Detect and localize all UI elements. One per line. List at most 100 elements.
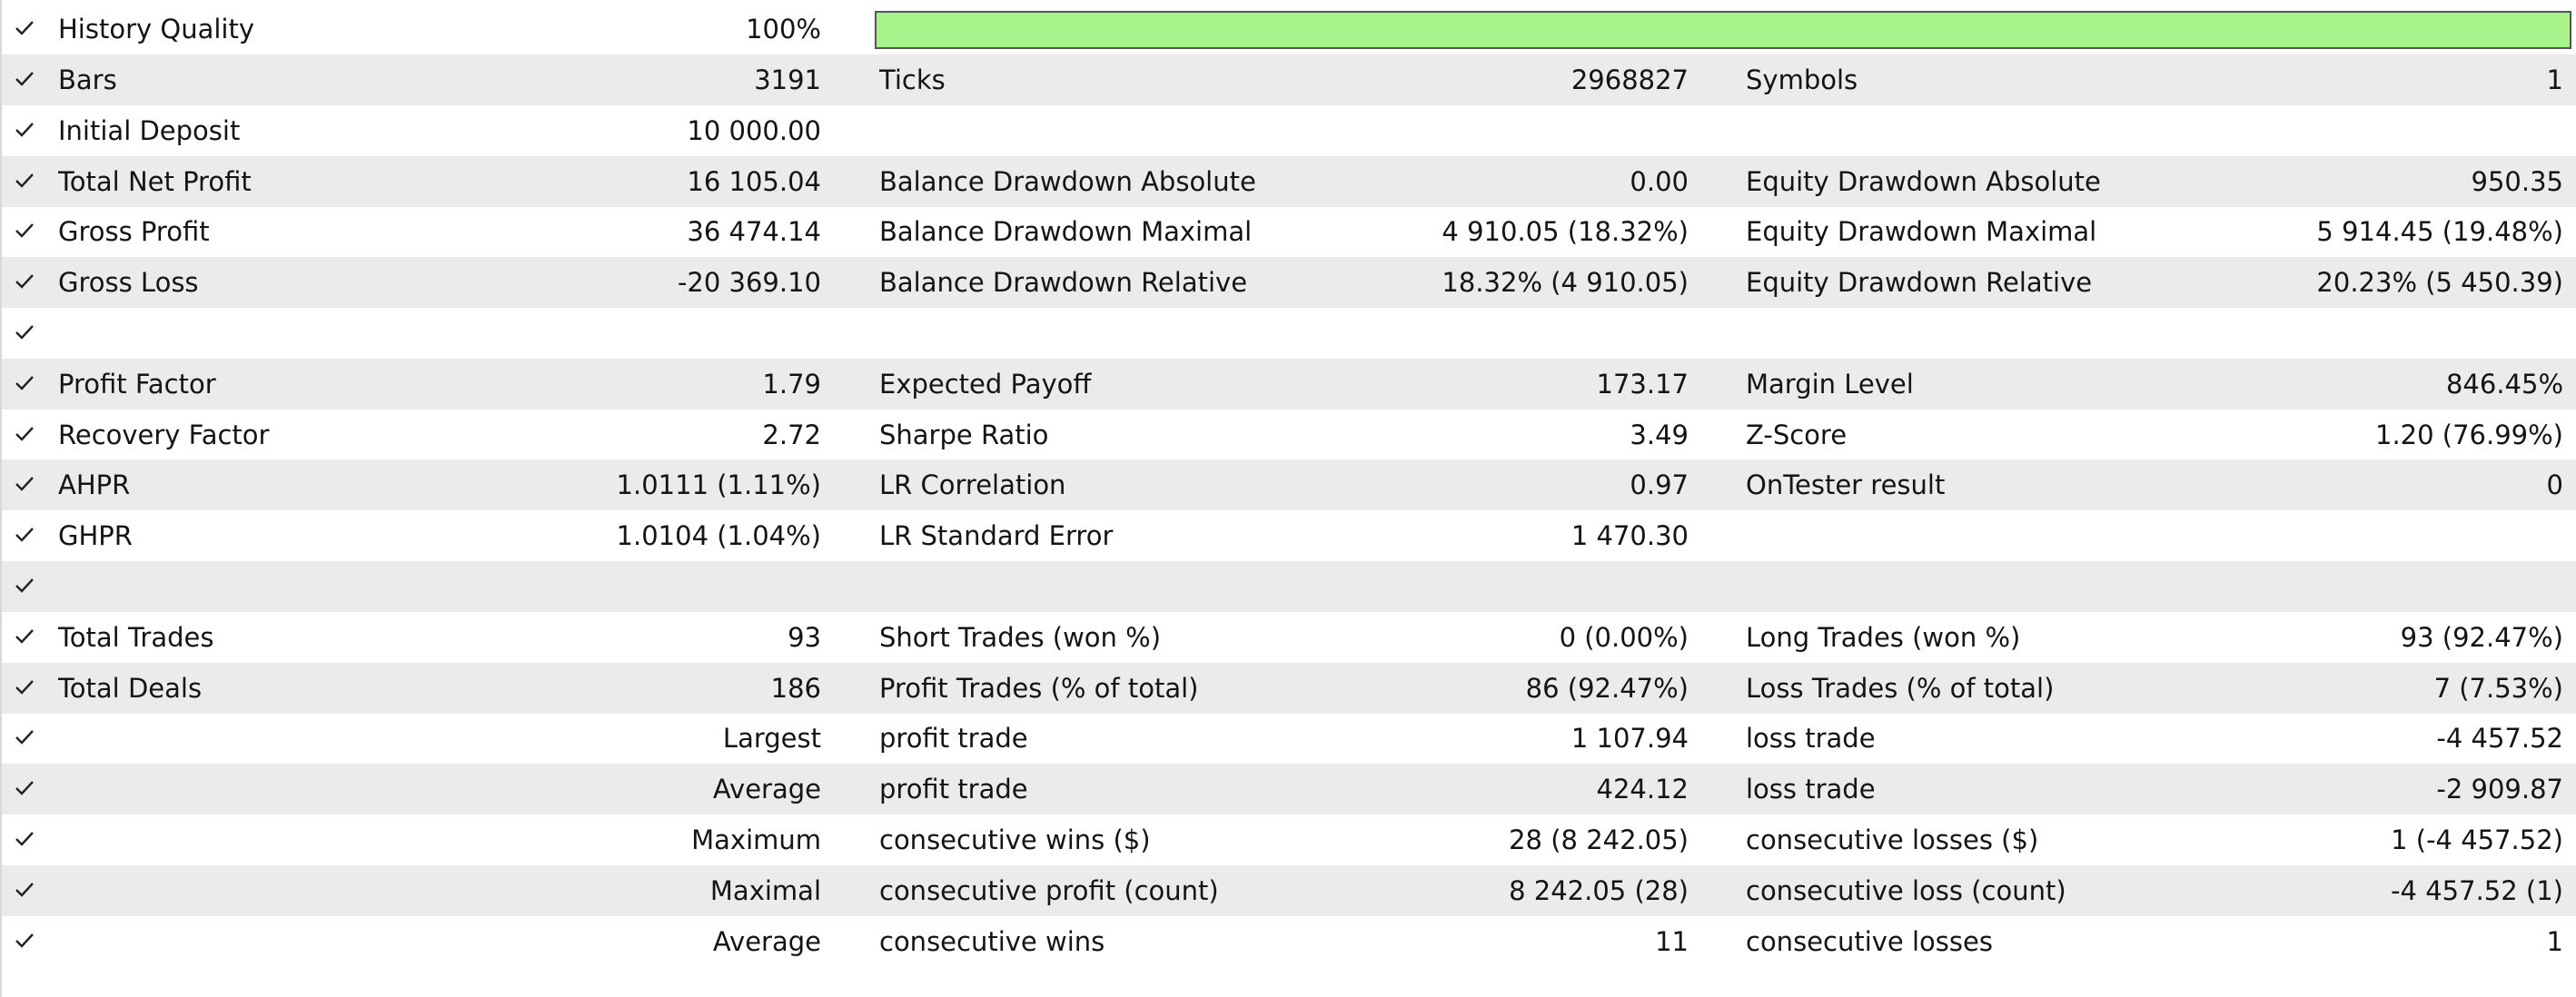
checkmark-icon[interactable] [15, 459, 47, 510]
label-col2: Sharpe Ratio [879, 419, 1049, 450]
value-col2: 28 (8 242.05) [1509, 824, 1689, 855]
checkmark-icon[interactable] [15, 510, 47, 561]
label-col2: profit trade [879, 774, 1028, 805]
label-col1: Total Trades [58, 621, 214, 653]
label-col2: Ticks [879, 64, 946, 95]
value-col3: 0 [2546, 469, 2563, 501]
report-row: GHPR 1.0104 (1.04%) LR Standard Error 1 470… [2, 510, 2576, 561]
label-col1: Gross Loss [58, 267, 199, 299]
label-col2: LR Standard Error [879, 520, 1114, 552]
value-col1: 10 000.00 [687, 114, 821, 146]
label-col3: loss trade [1746, 774, 1876, 805]
history-quality-label: History Quality [58, 14, 255, 44]
checkmark-icon[interactable] [15, 54, 47, 105]
value-col1: 16 105.04 [687, 165, 821, 197]
value-col2: 8 242.05 (28) [1509, 874, 1689, 906]
label-col3: loss trade [1746, 723, 1876, 755]
value-col3: 20.23% (5 450.39) [2316, 267, 2563, 299]
report-row: Largest profit trade 1 107.94 loss trade -4 … [2, 713, 2576, 764]
value-col1: 93 [788, 621, 821, 653]
value-col1: Maximal [709, 874, 821, 906]
value-col2: 86 (92.47%) [1525, 672, 1689, 704]
checkmark-icon[interactable] [15, 4, 47, 54]
checkmark-icon[interactable] [15, 410, 47, 460]
label-col3: Equity Drawdown Maximal [1746, 216, 2097, 248]
value-col2: 173.17 [1596, 368, 1689, 400]
value-col1: Average [712, 774, 821, 805]
label-col2: Balance Drawdown Relative [879, 267, 1248, 299]
label-col3: Symbols [1746, 64, 1858, 95]
history-quality-bar-fill [877, 13, 2570, 47]
label-col2: profit trade [879, 723, 1028, 755]
label-col1: Profit Factor [58, 368, 216, 400]
report-row: Bars 3191 Ticks 2968827 Symbols 1 [2, 54, 2576, 105]
label-col3: Equity Drawdown Absolute [1746, 165, 2101, 197]
checkmark-icon[interactable] [15, 865, 47, 916]
checkmark-icon[interactable] [15, 561, 47, 612]
label-col3: OnTester result [1746, 469, 1946, 501]
checkmark-icon[interactable] [15, 764, 47, 814]
value-col2: 0.97 [1630, 469, 1689, 501]
value-col2 [1219, 105, 1689, 156]
checkmark-icon[interactable] [15, 156, 47, 207]
label-col2: Profit Trades (% of total) [879, 672, 1199, 704]
value-col3: 1 [2546, 925, 2563, 957]
label-col3: consecutive losses ($) [1746, 824, 2039, 855]
value-col1: 36 474.14 [687, 216, 821, 248]
value-col1: 2.72 [762, 419, 821, 450]
value-col2: 424.12 [1596, 774, 1689, 805]
value-col3 [2091, 308, 2563, 359]
checkmark-icon[interactable] [15, 257, 47, 308]
value-col3: 846.45% [2445, 368, 2563, 400]
value-col1: 1.79 [762, 368, 821, 400]
value-col3 [2091, 561, 2563, 612]
checkmark-icon[interactable] [15, 612, 47, 663]
report-row: Total Net Profit 16 105.04 Balance Drawdow… [2, 155, 2576, 207]
report-row: Average profit trade 424.12 loss trade -2 90… [2, 764, 2576, 815]
report-row: AHPR 1.0111 (1.11%) LR Correlation 0.97 OnTe… [2, 459, 2576, 511]
value-col3: 1 (-4 457.52) [2391, 824, 2563, 855]
value-col2: 18.32% (4 910.05) [1442, 267, 1689, 299]
label-col3: Z-Score [1746, 419, 1848, 450]
value-col2: 2968827 [1570, 64, 1689, 95]
checkmark-icon[interactable] [15, 105, 47, 156]
value-col1 [74, 561, 821, 612]
checkmark-icon[interactable] [15, 814, 47, 865]
label-col2: Balance Drawdown Absolute [879, 165, 1256, 197]
label-col2: consecutive wins ($) [879, 824, 1151, 855]
label-col2: LR Correlation [879, 469, 1066, 501]
report-row-history-quality: History Quality 100% [2, 4, 2576, 54]
label-col3: consecutive losses [1746, 925, 1993, 957]
label-col1: Gross Profit [58, 216, 210, 248]
report-row: Maximum consecutive wins ($) 28 (8 242.05)… [2, 814, 2576, 865]
checkmark-icon[interactable] [15, 916, 47, 967]
value-col3: 1.20 (76.99%) [2375, 419, 2563, 450]
value-col2: 0 (0.00%) [1559, 621, 1689, 653]
value-col3: 7 (7.53%) [2433, 672, 2563, 704]
value-col2: 1 107.94 [1570, 723, 1689, 755]
report-row: Total Trades 93 Short Trades (won %) 0 (0.0… [2, 612, 2576, 663]
value-col3: -2 909.87 [2436, 774, 2563, 805]
label-col1: AHPR [58, 469, 131, 501]
label-col1: Total Net Profit [58, 165, 252, 197]
label-col2: consecutive profit (count) [879, 874, 1219, 906]
label-col3: consecutive loss (count) [1746, 874, 2066, 906]
value-col3 [2091, 105, 2563, 156]
value-col1: 1.0111 (1.11%) [616, 469, 821, 501]
checkmark-icon[interactable] [15, 663, 47, 714]
report-row: Gross Profit 36 474.14 Balance Drawdown Ma… [2, 206, 2576, 257]
checkmark-icon[interactable] [15, 359, 47, 410]
label-col1: Total Deals [58, 672, 203, 704]
checkmark-icon[interactable] [15, 308, 47, 359]
checkmark-icon[interactable] [15, 713, 47, 764]
history-quality-value: 100% [746, 14, 821, 44]
label-col1: GHPR [58, 520, 133, 552]
label-col2: Balance Drawdown Maximal [879, 216, 1253, 248]
history-quality-bar [875, 11, 2571, 49]
report-row [2, 308, 2576, 359]
value-col2 [1219, 561, 1689, 612]
checkmark-icon[interactable] [15, 206, 47, 257]
value-col3 [2091, 510, 2563, 561]
label-col3: Margin Level [1746, 368, 1914, 400]
